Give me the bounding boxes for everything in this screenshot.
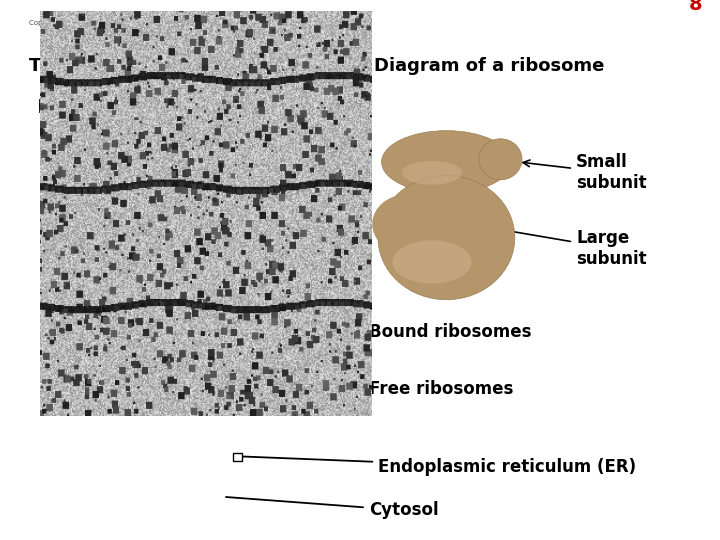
Text: Bound ribosomes: Bound ribosomes [369,323,531,341]
Text: TEM showing ER and ribosomes: TEM showing ER and ribosomes [29,57,348,75]
Text: Free ribosomes: Free ribosomes [369,380,513,398]
Ellipse shape [392,240,472,284]
Ellipse shape [382,131,511,193]
Text: 8: 8 [688,0,702,14]
Text: Small
subunit: Small subunit [523,153,647,192]
Text: 0.5 μm: 0.5 μm [162,87,227,105]
Text: Copyright © 2008 Pearson Education, Inc., publishing as Pearson Benjamin Cumming: Copyright © 2008 Pearson Education, Inc.… [29,19,332,25]
Text: Large
subunit: Large subunit [505,228,647,268]
Text: Diagram of a ribosome: Diagram of a ribosome [374,57,605,75]
Ellipse shape [372,194,441,254]
Ellipse shape [402,161,462,185]
FancyBboxPatch shape [233,453,242,461]
Ellipse shape [479,139,522,180]
Ellipse shape [450,205,508,259]
Text: Cytosol: Cytosol [226,497,438,519]
Text: Endoplasmic reticulum (ER): Endoplasmic reticulum (ER) [240,456,636,476]
Ellipse shape [378,176,515,300]
